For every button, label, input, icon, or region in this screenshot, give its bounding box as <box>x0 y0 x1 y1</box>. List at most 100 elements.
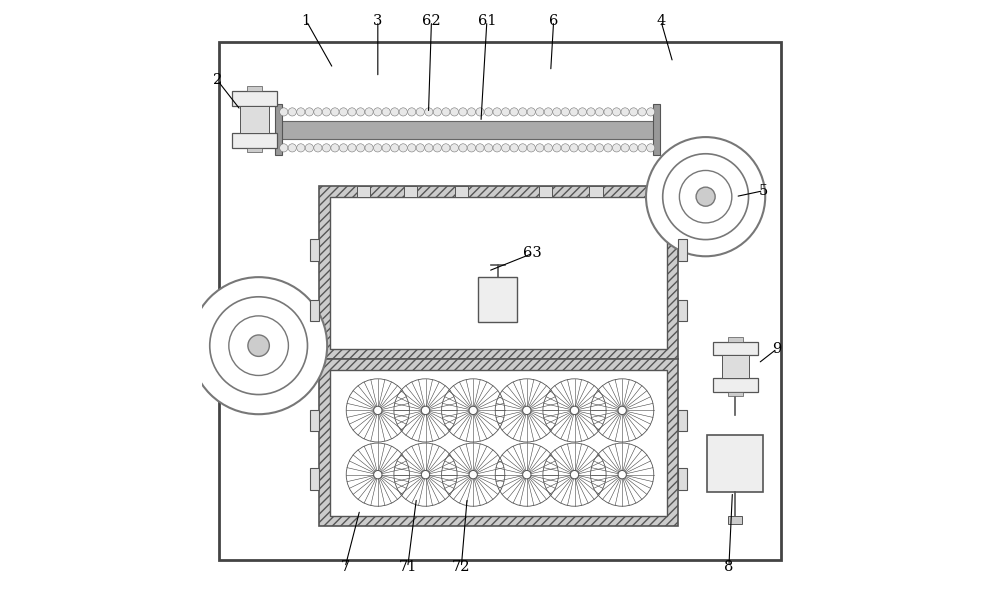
Circle shape <box>288 108 296 116</box>
Circle shape <box>280 144 288 152</box>
Bar <box>319 359 678 526</box>
Circle shape <box>314 144 322 152</box>
Bar <box>589 186 603 197</box>
Circle shape <box>314 108 322 116</box>
Bar <box>707 435 763 492</box>
Circle shape <box>374 470 382 479</box>
Circle shape <box>399 108 407 116</box>
Text: 4: 4 <box>656 14 666 28</box>
Circle shape <box>630 108 638 116</box>
Circle shape <box>248 335 269 356</box>
Circle shape <box>630 144 638 152</box>
Circle shape <box>348 144 356 152</box>
Text: 6: 6 <box>549 14 558 28</box>
Circle shape <box>374 406 382 415</box>
Circle shape <box>502 108 510 116</box>
Bar <box>310 468 319 490</box>
Bar <box>539 186 552 197</box>
Bar <box>330 370 667 516</box>
Circle shape <box>647 144 655 152</box>
Circle shape <box>374 144 382 152</box>
Circle shape <box>425 144 433 152</box>
Text: 5: 5 <box>759 184 768 198</box>
Text: 1: 1 <box>302 14 311 28</box>
Bar <box>722 355 749 378</box>
Circle shape <box>297 108 305 116</box>
Text: 72: 72 <box>452 560 471 575</box>
Circle shape <box>433 144 441 152</box>
Circle shape <box>408 144 416 152</box>
Bar <box>247 86 262 91</box>
Circle shape <box>523 470 531 479</box>
Text: 2: 2 <box>213 73 222 88</box>
Bar <box>319 186 678 359</box>
Circle shape <box>297 144 305 152</box>
Bar <box>404 186 417 197</box>
Circle shape <box>587 108 595 116</box>
Circle shape <box>561 108 569 116</box>
Bar <box>275 104 282 155</box>
Circle shape <box>356 144 365 152</box>
Circle shape <box>618 406 626 415</box>
Circle shape <box>679 170 732 223</box>
Circle shape <box>190 277 327 414</box>
Circle shape <box>519 108 527 116</box>
Bar <box>310 239 319 260</box>
Circle shape <box>570 406 579 415</box>
Bar <box>232 91 277 106</box>
Circle shape <box>425 108 433 116</box>
Circle shape <box>604 108 612 116</box>
Circle shape <box>433 108 441 116</box>
Circle shape <box>305 144 313 152</box>
Bar <box>713 378 758 392</box>
Circle shape <box>570 108 578 116</box>
Text: 9: 9 <box>773 342 782 356</box>
Circle shape <box>621 144 629 152</box>
Circle shape <box>612 108 621 116</box>
Circle shape <box>391 144 399 152</box>
Circle shape <box>570 144 578 152</box>
Circle shape <box>459 144 467 152</box>
Circle shape <box>469 470 477 479</box>
Circle shape <box>663 154 749 240</box>
Circle shape <box>604 144 612 152</box>
Circle shape <box>305 108 313 116</box>
Circle shape <box>331 108 339 116</box>
Circle shape <box>647 108 655 116</box>
Text: 8: 8 <box>724 560 734 575</box>
Circle shape <box>493 108 501 116</box>
Circle shape <box>544 108 552 116</box>
Circle shape <box>553 108 561 116</box>
Circle shape <box>331 144 339 152</box>
Circle shape <box>618 470 626 479</box>
Circle shape <box>523 406 531 415</box>
Circle shape <box>612 144 621 152</box>
Circle shape <box>450 108 459 116</box>
Bar <box>728 392 743 396</box>
Circle shape <box>519 144 527 152</box>
Circle shape <box>339 108 348 116</box>
Circle shape <box>339 144 348 152</box>
Circle shape <box>442 144 450 152</box>
Bar <box>678 300 687 321</box>
Circle shape <box>408 108 416 116</box>
Circle shape <box>570 470 579 479</box>
Circle shape <box>416 108 424 116</box>
Bar <box>653 104 660 155</box>
Circle shape <box>696 187 715 206</box>
Circle shape <box>578 144 587 152</box>
Circle shape <box>356 108 365 116</box>
Circle shape <box>382 144 390 152</box>
Circle shape <box>450 144 459 152</box>
Bar <box>232 132 277 148</box>
Bar <box>247 147 262 152</box>
Circle shape <box>288 144 296 152</box>
Circle shape <box>638 108 646 116</box>
Text: 61: 61 <box>478 14 496 28</box>
Circle shape <box>348 108 356 116</box>
Circle shape <box>459 108 467 116</box>
Circle shape <box>476 108 484 116</box>
Circle shape <box>621 108 629 116</box>
Circle shape <box>322 108 331 116</box>
Circle shape <box>578 108 587 116</box>
